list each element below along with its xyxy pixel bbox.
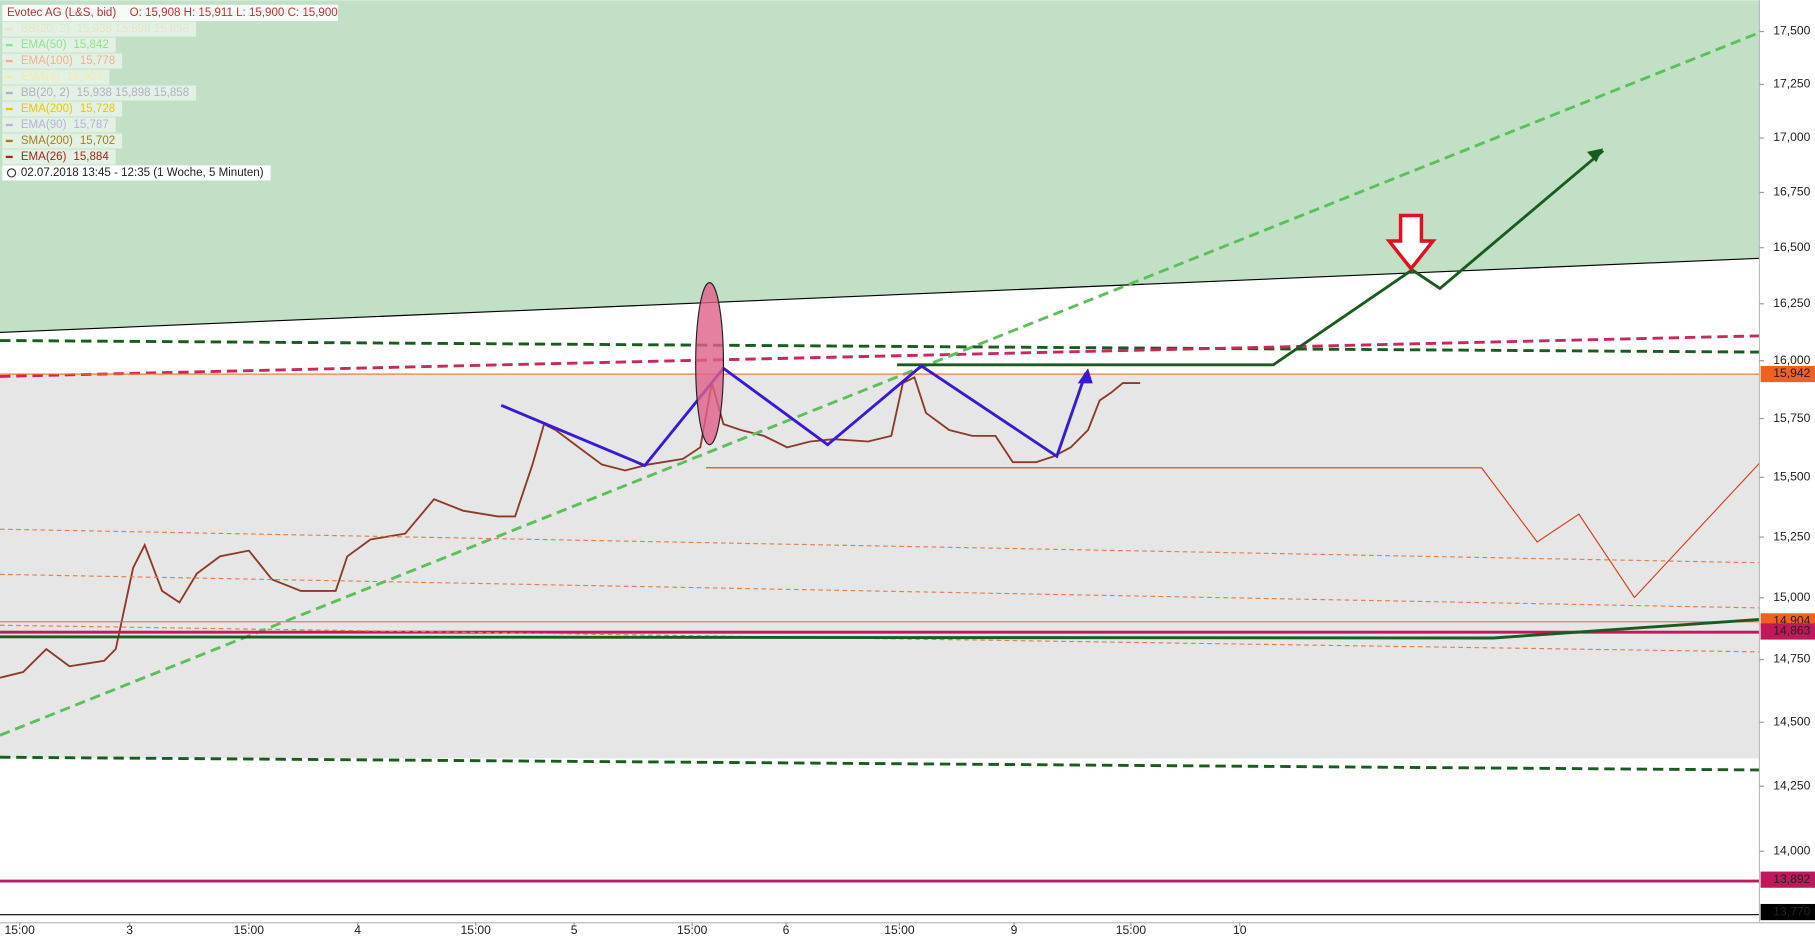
- ohlc: O: 15,908 H: 15,911 L: 15,900 C: 15,900: [130, 7, 338, 19]
- series-name: Evotec AG (L&S, bid): [7, 7, 116, 19]
- y-tick-label: 17,000: [1773, 130, 1810, 144]
- x-tick-label: 10: [1233, 923, 1247, 937]
- legend-bg: [2, 4, 338, 22]
- legend-value: 15,938 15,898 15,858: [77, 87, 190, 99]
- y-axis-bg: [1759, 0, 1815, 938]
- legend-bg: [2, 133, 123, 149]
- x-tick-label: 15:00: [4, 923, 35, 937]
- legend-bg: [2, 117, 116, 133]
- legend-name: EMA(200): [21, 103, 73, 115]
- legend-name: EMA(8): [21, 71, 60, 83]
- x-tick-label: 15:00: [677, 923, 708, 937]
- trend-line: [0, 257, 1760, 333]
- y-tick-label: 14,750: [1773, 652, 1810, 666]
- support-line: [0, 618, 1760, 640]
- x-axis-bg: [0, 922, 1815, 938]
- legend-bg: [2, 149, 116, 165]
- legend-name: BB(20, 2): [21, 87, 70, 99]
- y-tick-label: 16,500: [1773, 240, 1810, 254]
- legend-name: SMA(200): [21, 135, 73, 147]
- dashed-line: [0, 755, 1760, 772]
- legend-bg: [2, 21, 197, 37]
- price-marker: [1760, 871, 1815, 888]
- resistance-zone: [0, 0, 1760, 333]
- annotations: [0, 31, 1760, 916]
- x-tick-label: 5: [571, 923, 578, 937]
- price-marker: [1760, 903, 1815, 921]
- legend-bg: [2, 53, 123, 69]
- y-tick-label: 17,250: [1773, 77, 1810, 91]
- legend-value: 15,787: [73, 119, 108, 131]
- legend-value: 15,728: [80, 103, 115, 115]
- pattern: [500, 364, 1088, 468]
- legend-name: EMA(100): [21, 55, 73, 67]
- x-tick-label: 15:00: [461, 923, 492, 937]
- legend-name: BB(20, 2): [21, 23, 70, 35]
- price-marker-label: 14,863: [1773, 624, 1810, 638]
- y-tick-label: 16,250: [1773, 296, 1810, 310]
- range-zone: [0, 374, 1760, 759]
- arrow-head: [1077, 368, 1093, 384]
- legend-bg: [2, 101, 123, 117]
- dashed-line: [0, 573, 1760, 609]
- y-tick-label: 16,000: [1773, 353, 1810, 367]
- y-tick-label: 15,750: [1773, 411, 1810, 425]
- legend-bg: [2, 165, 271, 181]
- x-tick-label: 9: [1011, 923, 1018, 937]
- y-tick-label: 14,250: [1773, 778, 1810, 792]
- legend-value: 15,884: [73, 151, 109, 163]
- legend-value: 15,903: [67, 71, 102, 83]
- legend-value: 15,702: [80, 135, 115, 147]
- legend-value: 15,778: [80, 55, 115, 67]
- legend-name: EMA(50): [21, 39, 67, 51]
- y-tick-label: 15,000: [1773, 590, 1810, 604]
- period: 02.07.2018 13:45 - 12:35 (1 Woche, 5 Min…: [21, 167, 264, 179]
- plot-area: [0, 375, 1141, 679]
- projection: [706, 462, 1760, 599]
- x-tick-label: 3: [126, 923, 133, 937]
- clock-icon: [6, 168, 17, 178]
- y-tick-label: 16,750: [1773, 185, 1810, 199]
- x-tick-label: 15:00: [884, 923, 915, 937]
- y-tick-label: 15,250: [1773, 529, 1810, 543]
- dashed-line: [0, 339, 1760, 354]
- y-tick-label: 14,000: [1773, 843, 1810, 857]
- legend-name: EMA(26): [21, 151, 67, 163]
- price-marker: [1760, 623, 1815, 640]
- price-line: [0, 375, 1141, 679]
- dashed-line: [0, 31, 1760, 737]
- x-tick-label: 6: [783, 923, 790, 937]
- y-tick-label: 14,500: [1773, 715, 1810, 729]
- dashed-line: [0, 624, 1760, 653]
- legend-name: EMA(90): [21, 119, 67, 131]
- legend-bg: [2, 37, 116, 53]
- legend-value: 15,938 15,898 15,858: [77, 23, 190, 35]
- dashed-line: [0, 334, 1760, 378]
- price-marker-label: 13,770: [1773, 904, 1810, 918]
- price-marker-label: 15,942: [1773, 366, 1810, 380]
- x-tick-label: 15:00: [234, 923, 265, 937]
- x-tick-label: 15:00: [1116, 923, 1147, 937]
- down-arrow: [1385, 213, 1437, 272]
- highlight: [695, 282, 725, 446]
- arrow-head: [1586, 148, 1604, 163]
- legend-bg: [2, 85, 197, 101]
- x-tick-label: 4: [354, 923, 361, 937]
- axes: 14,000 14,250 14,500 14,750 15,000 15,250 15,5…: [4, 24, 1815, 937]
- y-tick-label: 17,500: [1773, 24, 1810, 38]
- y-tick-label: 15,500: [1773, 470, 1810, 484]
- legend: Evotec AG (L&S, bid) O: 15,908 H: 15,911…: [2, 4, 338, 181]
- legend-value: 15,842: [73, 39, 108, 51]
- legend-bg: [2, 69, 110, 85]
- price-marker-label: 13,892: [1773, 872, 1810, 886]
- price-marker: [1760, 365, 1815, 383]
- dashed-line: [0, 528, 1760, 564]
